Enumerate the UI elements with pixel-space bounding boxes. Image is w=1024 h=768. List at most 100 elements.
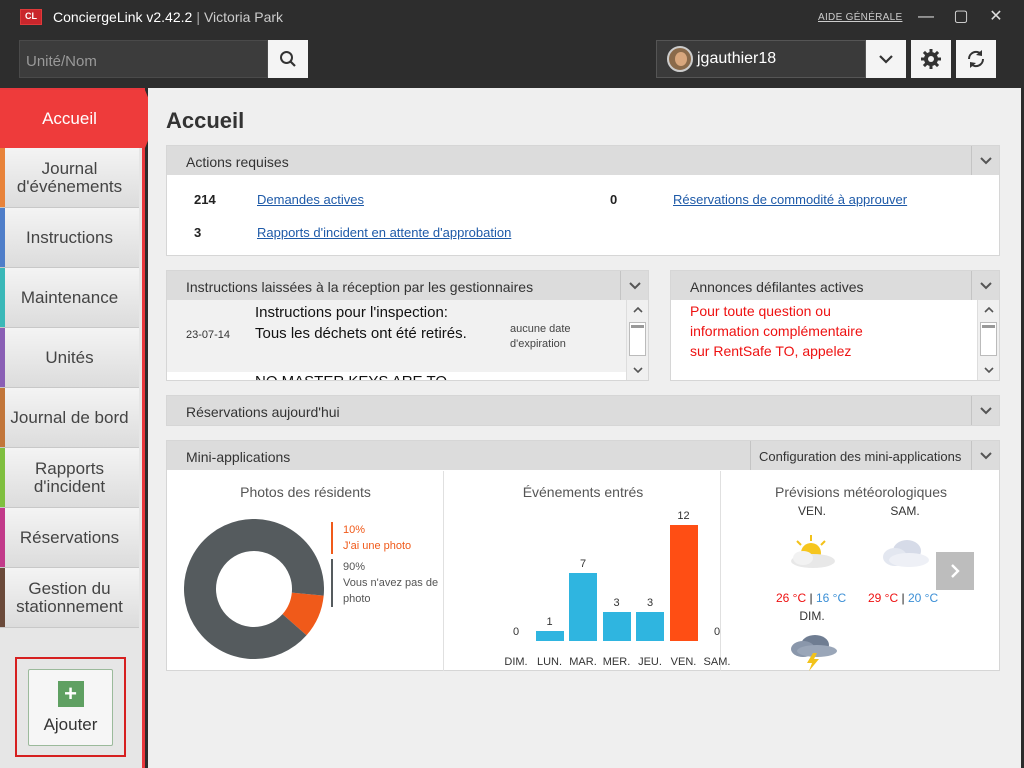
temp-high: 26 °C bbox=[776, 591, 807, 605]
photos-donut-chart bbox=[184, 519, 324, 659]
sidebar-item-label: Maintenance bbox=[20, 287, 119, 307]
weather-next-button[interactable] bbox=[936, 552, 974, 590]
mini-apps-config-button[interactable]: Configuration des mini-applications bbox=[750, 441, 969, 470]
sidebar-item-label: Gestion du stationnement bbox=[16, 578, 123, 616]
instructions-panel: Instructions laissées à la réception par… bbox=[166, 270, 649, 381]
incident-reports-link[interactable]: Rapports d'incident en attente d'approba… bbox=[257, 225, 512, 240]
sidebar-color-stripe bbox=[0, 388, 5, 447]
panel-title: Mini-applications bbox=[186, 449, 291, 465]
search-input[interactable]: Unité/Nom bbox=[19, 40, 268, 78]
sidebar-item-label: Journal de bord bbox=[10, 407, 129, 427]
bar-value-label: 3 bbox=[646, 597, 654, 609]
amenity-reservations-link[interactable]: Réservations de commodité à approuver bbox=[673, 192, 908, 207]
widget-title: Photos des résidents bbox=[240, 484, 371, 500]
resident-photos-widget: Photos des résidents 10% J'ai une photo … bbox=[167, 471, 444, 671]
bar-mar bbox=[569, 573, 597, 641]
weather-day: VEN. bbox=[797, 504, 826, 518]
collapse-button[interactable] bbox=[971, 441, 999, 470]
scroll-thumb[interactable] bbox=[629, 322, 646, 356]
sidebar-color-stripe bbox=[0, 148, 5, 207]
scroll-up-button[interactable] bbox=[627, 300, 648, 320]
sidebar-item-unites[interactable]: Unités bbox=[0, 328, 139, 388]
storm-icon bbox=[791, 635, 837, 671]
scrollbar[interactable] bbox=[977, 300, 999, 380]
maximize-button[interactable]: ▢ bbox=[953, 8, 969, 25]
collapse-button[interactable] bbox=[971, 146, 999, 175]
sidebar: Accueil Journal d'événements Instruction… bbox=[0, 88, 157, 768]
legend-label: J'ai une photo bbox=[343, 540, 412, 552]
incident-reports-count: 3 bbox=[194, 225, 202, 240]
chevron-down-icon bbox=[979, 406, 992, 414]
chevron-down-icon bbox=[983, 367, 994, 373]
active-requests-count: 214 bbox=[194, 192, 216, 207]
refresh-button[interactable] bbox=[956, 40, 996, 78]
title-separator: | bbox=[196, 9, 200, 25]
search-button[interactable] bbox=[268, 40, 308, 78]
events-bar-chart: 0 DIM. 1 LUN. 7 MAR. 3 MER. 3 JEU. 12 VEN. 0 SAM. bbox=[445, 471, 730, 671]
actions-panel: Actions requises 214 Demandes actives 0 … bbox=[166, 145, 1000, 256]
weather-widget: Prévisions météorologiques VEN. SAM. 26 … bbox=[722, 471, 1000, 671]
bar-category-label: MER. bbox=[602, 656, 631, 668]
minimize-button[interactable]: — bbox=[918, 8, 934, 25]
bar-jeu bbox=[636, 612, 664, 641]
legend-pct: 90% bbox=[343, 561, 366, 573]
bar-value-label: 7 bbox=[579, 558, 587, 571]
sidebar-item-journal-de-bord[interactable]: Journal de bord bbox=[0, 388, 139, 448]
chevron-down-icon bbox=[979, 281, 992, 289]
add-button-label: Ajouter bbox=[43, 714, 98, 734]
sidebar-item-stationnement[interactable]: Gestion du stationnement bbox=[0, 568, 139, 628]
instruction-text: Instructions pour l'inspection: Tous les… bbox=[255, 304, 467, 342]
active-requests-link[interactable]: Demandes actives bbox=[257, 192, 364, 207]
scroll-thumb[interactable] bbox=[980, 322, 997, 356]
sidebar-item-accueil[interactable]: Accueil bbox=[0, 90, 157, 148]
bar-category-label: SAM. bbox=[703, 656, 731, 668]
scroll-up-button[interactable] bbox=[978, 300, 999, 320]
reservations-today-panel: Réservations aujourd'hui bbox=[166, 395, 1000, 426]
panel-title: Instructions laissées à la réception par… bbox=[186, 279, 534, 295]
legend-pct: 10% bbox=[343, 524, 366, 536]
sidebar-color-stripe bbox=[0, 328, 5, 387]
scroll-down-button[interactable] bbox=[627, 360, 648, 380]
user-name: jgauthier18 bbox=[697, 50, 777, 67]
sidebar-item-label: Réservations bbox=[19, 527, 120, 547]
scrollbar[interactable] bbox=[626, 300, 648, 380]
bar-ven bbox=[669, 525, 698, 641]
sidebar-item-instructions[interactable]: Instructions bbox=[0, 208, 139, 268]
weather-temps: 26 °C | 16 °C bbox=[776, 591, 846, 605]
sidebar-item-journal-evenements[interactable]: Journal d'événements bbox=[0, 148, 139, 208]
sidebar-color-stripe bbox=[0, 448, 5, 507]
instruction-row[interactable]: 23-07-14 Instructions pour l'inspection:… bbox=[167, 300, 627, 372]
amenity-reservations-count: 0 bbox=[610, 192, 618, 207]
chevron-down-icon bbox=[979, 156, 992, 164]
sidebar-item-maintenance[interactable]: Maintenance bbox=[0, 268, 139, 328]
settings-button[interactable] bbox=[911, 40, 951, 78]
panel-title: Actions requises bbox=[186, 154, 289, 170]
collapse-button[interactable] bbox=[620, 271, 648, 300]
user-dropdown-button[interactable] bbox=[866, 40, 906, 78]
bar-category-label: LUN. bbox=[536, 656, 563, 668]
weather-temps: 29 °C | 20 °C bbox=[868, 591, 938, 605]
sidebar-item-rapports-incident[interactable]: Rapports d'incident bbox=[0, 448, 139, 508]
scroll-down-button[interactable] bbox=[978, 360, 999, 380]
help-link[interactable]: AIDE GÉNÉRALE bbox=[818, 12, 903, 23]
weather-day: DIM. bbox=[799, 609, 825, 623]
legend-item-has-photo: 10% J'ai une photo bbox=[331, 522, 411, 554]
sidebar-item-reservations[interactable]: Réservations bbox=[0, 508, 139, 568]
sidebar-item-label: Rapports d'incident bbox=[33, 458, 106, 496]
user-selector[interactable]: jgauthier18 bbox=[656, 40, 866, 78]
bar-value-label: 0 bbox=[512, 626, 520, 638]
add-button[interactable]: + Ajouter bbox=[28, 669, 113, 746]
bar-value-label: 0 bbox=[713, 626, 721, 638]
add-button-highlight: + Ajouter bbox=[15, 657, 126, 757]
legend-item-no-photo: 90% Vous n'avez pas de photo bbox=[331, 559, 443, 607]
close-button[interactable]: ✕ bbox=[989, 8, 1003, 25]
chevron-down-icon bbox=[632, 367, 643, 373]
bar-lun bbox=[535, 631, 564, 641]
page-title: Accueil bbox=[166, 108, 245, 133]
bar-category-label: VEN. bbox=[670, 656, 697, 668]
chevron-right-icon bbox=[951, 564, 960, 578]
collapse-button[interactable] bbox=[971, 271, 999, 300]
panel-title: Réservations aujourd'hui bbox=[186, 404, 340, 420]
chevron-up-icon bbox=[632, 307, 643, 313]
collapse-button[interactable] bbox=[971, 396, 999, 425]
